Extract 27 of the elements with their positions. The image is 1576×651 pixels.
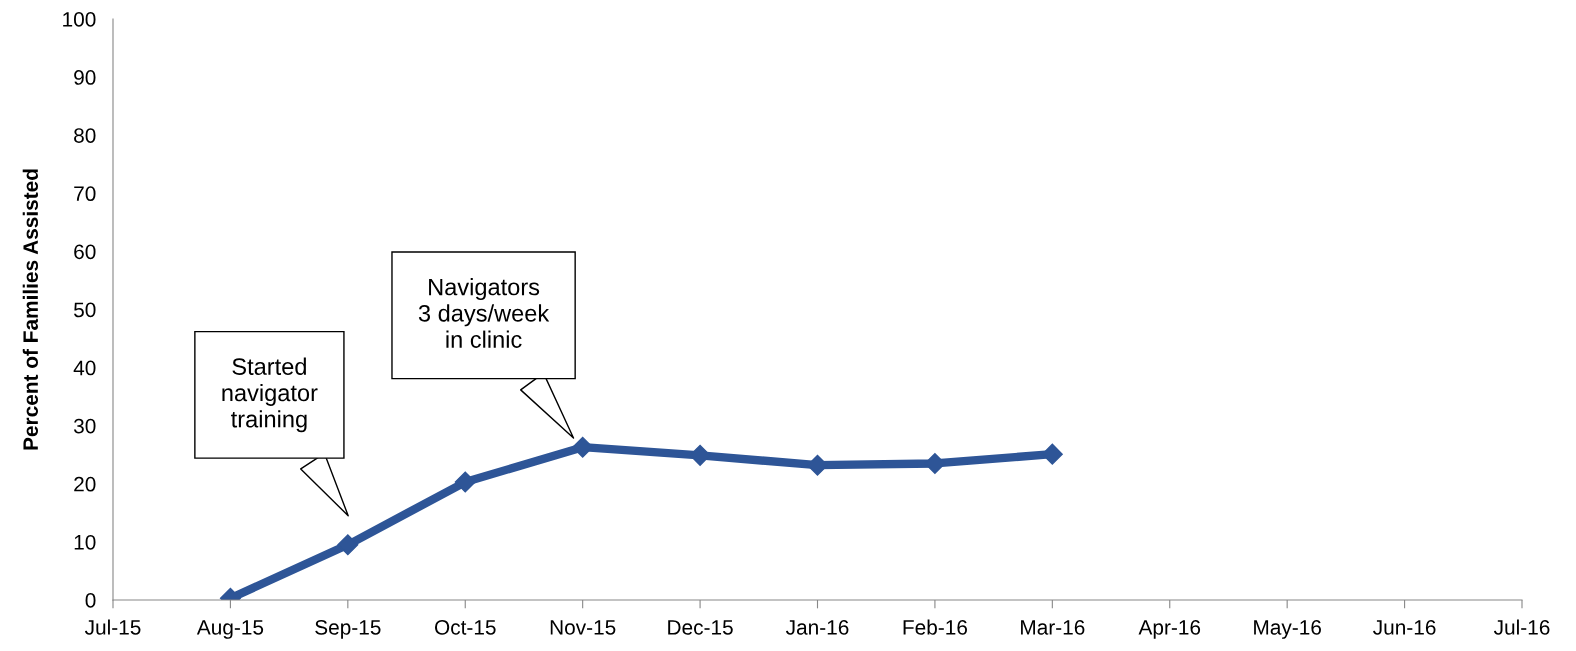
y-tick-label: 100 bbox=[63, 12, 96, 27]
x-tick-label: Mar-16 bbox=[1021, 619, 1085, 635]
y-tick-label: 0 bbox=[85, 593, 96, 608]
y-tick-label: 20 bbox=[74, 476, 96, 492]
x-tick-label: Jul-16 bbox=[1493, 619, 1550, 635]
annotation: Navigators 3 days/week in clinic bbox=[418, 278, 550, 348]
y-tick-label: 70 bbox=[74, 186, 96, 202]
annotation: Started navigator training bbox=[222, 357, 318, 433]
x-tick-label: Sep-15 bbox=[315, 619, 381, 639]
y-tick-label: 60 bbox=[74, 244, 96, 260]
x-tick-label: Aug-15 bbox=[196, 620, 264, 639]
x-tick-label: Feb-16 bbox=[903, 619, 968, 635]
y-tick-label: 30 bbox=[73, 418, 96, 434]
x-tick-label: Jan-16 bbox=[785, 619, 849, 635]
x-tick-label: Jun-16 bbox=[1373, 619, 1436, 635]
y-tick-label: 40 bbox=[73, 360, 96, 376]
x-tick-label: Dec-15 bbox=[668, 620, 733, 635]
x-tick-label: Jul-15 bbox=[84, 619, 141, 635]
x-tick-label: May-16 bbox=[1254, 619, 1321, 639]
x-tick-label: Apr-16 bbox=[1138, 619, 1201, 639]
y-tick-label: 50 bbox=[74, 302, 96, 318]
x-tick-label: Oct-15 bbox=[434, 619, 496, 635]
y-tick-label: 80 bbox=[74, 128, 96, 143]
y-tick-label: 90 bbox=[74, 70, 96, 85]
y-tick-label: 10 bbox=[74, 534, 96, 550]
x-tick-label: Nov-15 bbox=[550, 620, 616, 635]
y-axis-title: Percent of Families Assisted bbox=[22, 169, 39, 450]
